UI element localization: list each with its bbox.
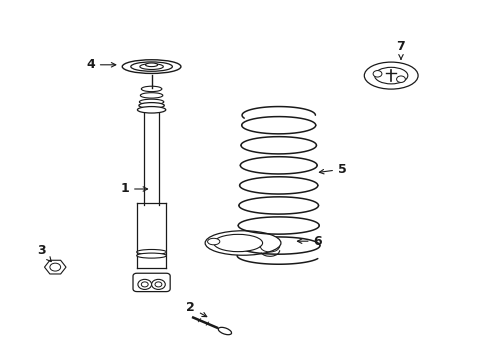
Ellipse shape	[141, 86, 162, 91]
Circle shape	[141, 282, 148, 287]
Text: 5: 5	[319, 163, 346, 176]
Ellipse shape	[140, 93, 163, 98]
Circle shape	[138, 279, 151, 289]
Circle shape	[155, 282, 162, 287]
Ellipse shape	[122, 60, 181, 73]
Text: 2: 2	[186, 301, 206, 317]
Text: 3: 3	[37, 244, 51, 261]
Ellipse shape	[137, 253, 166, 258]
Text: 6: 6	[297, 235, 322, 248]
Ellipse shape	[207, 238, 220, 245]
Ellipse shape	[139, 103, 164, 108]
Text: 4: 4	[86, 58, 116, 71]
Circle shape	[50, 263, 61, 271]
Circle shape	[372, 71, 381, 77]
Ellipse shape	[140, 64, 163, 69]
Ellipse shape	[374, 67, 407, 84]
FancyBboxPatch shape	[133, 273, 170, 292]
Ellipse shape	[218, 327, 231, 335]
Text: 1: 1	[120, 183, 147, 195]
Text: 7: 7	[396, 40, 405, 59]
Ellipse shape	[205, 231, 280, 255]
Ellipse shape	[145, 63, 157, 67]
Circle shape	[151, 279, 165, 289]
Ellipse shape	[213, 234, 262, 252]
Ellipse shape	[364, 62, 417, 89]
Ellipse shape	[139, 99, 163, 105]
Ellipse shape	[130, 62, 172, 71]
Ellipse shape	[137, 249, 166, 255]
Circle shape	[396, 76, 405, 82]
Ellipse shape	[137, 107, 165, 113]
